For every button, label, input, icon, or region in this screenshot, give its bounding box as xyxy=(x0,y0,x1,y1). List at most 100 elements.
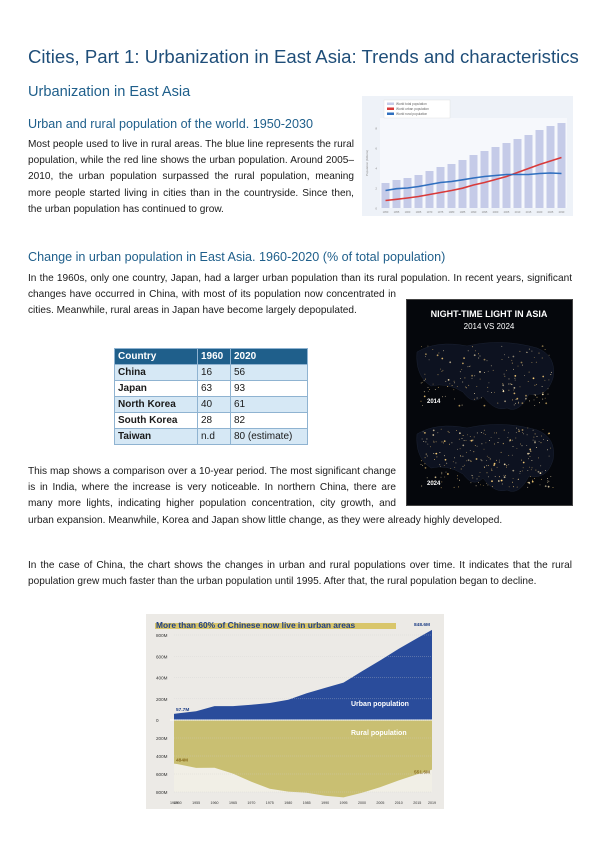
world-total-bar xyxy=(557,123,566,208)
map-light-2014 xyxy=(533,394,535,396)
map-light-2024 xyxy=(441,441,443,443)
map-light-2014 xyxy=(449,361,452,364)
map-light-2024 xyxy=(511,454,513,456)
map-light-2024 xyxy=(457,448,459,450)
map-light-2024 xyxy=(441,471,443,473)
map-light-2024 xyxy=(477,482,479,484)
map-light-2024 xyxy=(441,473,443,475)
map-light-2024 xyxy=(496,466,498,468)
map-light-2024 xyxy=(483,448,485,450)
map-light-2024 xyxy=(426,455,428,457)
map-light-2014 xyxy=(427,345,429,347)
china-population-chart: More than 60% of Chinese now live in urb… xyxy=(146,614,444,809)
section-heading: Urbanization in East Asia xyxy=(28,84,191,100)
map-light-2024 xyxy=(515,437,517,439)
map-light-2024 xyxy=(484,434,486,436)
world-total-bar xyxy=(458,160,467,208)
map-light-2014 xyxy=(462,381,464,383)
map-light-2014 xyxy=(487,390,489,392)
map-light-2024 xyxy=(526,482,528,483)
world-x-tick-label: 1965 xyxy=(416,210,422,214)
world-x-tick-label: 2010 xyxy=(515,210,521,214)
world-x-tick-label: 2020 xyxy=(537,210,543,214)
map-light-2024 xyxy=(459,479,461,481)
map-light-2024 xyxy=(527,452,529,455)
map-light-2014 xyxy=(423,395,426,398)
china-x-tick-label: 1960 xyxy=(211,801,219,805)
world-y-tick-label: 8 xyxy=(375,127,377,131)
map-light-2024 xyxy=(420,460,422,462)
map-light-2024 xyxy=(498,438,500,440)
map-light-2024 xyxy=(466,451,467,453)
map-light-2014 xyxy=(534,394,536,396)
map-light-2024 xyxy=(451,442,453,444)
map-light-2024 xyxy=(480,432,482,434)
map-light-2024 xyxy=(481,443,483,445)
map-light-2024 xyxy=(542,429,544,430)
map-light-2024 xyxy=(490,436,492,438)
map-light-2024 xyxy=(539,472,542,474)
map-light-2024 xyxy=(521,459,523,461)
map-light-2024 xyxy=(469,435,471,437)
map-light-2024 xyxy=(538,440,540,442)
world-x-tick-label: 2025 xyxy=(548,210,554,214)
map-light-2024 xyxy=(488,456,490,458)
map-light-2024 xyxy=(435,452,438,455)
table-cell: 56 xyxy=(230,364,308,381)
map-light-2024 xyxy=(475,458,478,460)
map-light-2014 xyxy=(515,398,517,400)
world-x-tick-label: 2005 xyxy=(504,210,510,214)
map-light-2014 xyxy=(438,352,440,354)
map-light-2014 xyxy=(437,386,439,388)
map-light-2024 xyxy=(462,455,464,457)
china-annotation: 57.7M xyxy=(176,707,189,713)
map-light-2024 xyxy=(483,429,485,431)
map-light-2024 xyxy=(470,482,472,484)
map-light-2014 xyxy=(501,359,503,360)
map-light-2014 xyxy=(473,354,476,357)
world-total-bar xyxy=(513,139,522,208)
world-y-tick-label: 4 xyxy=(375,167,377,171)
map-light-2024 xyxy=(476,432,478,434)
map-light-2014 xyxy=(442,396,443,398)
world-population-chart: 0 2 4 6 8 1950 1955 1960 1965 1970 1975 1980 1985 199… xyxy=(362,96,573,216)
map-light-2014 xyxy=(447,379,450,381)
map-light-2024 xyxy=(478,475,480,477)
map-light-2014 xyxy=(434,389,436,390)
china-x-tick-label: 1955 xyxy=(192,801,200,805)
paragraph-east-asia-3: In the case of China, the chart shows th… xyxy=(28,560,572,588)
map-light-2024 xyxy=(481,460,483,462)
world-x-tick-label: 1970 xyxy=(427,210,433,214)
china-annotation: 848.6M xyxy=(414,622,430,628)
map-light-2024 xyxy=(443,440,446,442)
map-light-2024 xyxy=(479,472,481,474)
world-total-bar xyxy=(436,167,445,208)
table-row: China 16 56 xyxy=(114,364,308,381)
world-x-tick-label: 1985 xyxy=(460,210,466,214)
night-light-map-svg: NIGHT-TIME LIGHT IN ASIA 2014 VS 2024 20… xyxy=(416,309,554,492)
map-light-2024 xyxy=(498,461,500,463)
map-light-2024 xyxy=(454,457,455,459)
map-light-2024 xyxy=(516,427,518,429)
map-light-2024 xyxy=(485,442,487,444)
map-light-2024 xyxy=(494,475,496,477)
map-light-2024 xyxy=(424,432,426,434)
map-light-2014 xyxy=(454,382,456,384)
china-y-tick-label: 200M xyxy=(156,736,168,741)
map-light-2024 xyxy=(463,439,465,441)
map-light-2014 xyxy=(511,359,513,361)
map-light-2024 xyxy=(455,462,457,464)
map-light-2024 xyxy=(542,439,544,440)
map-light-2014 xyxy=(432,383,434,385)
map-light-2024 xyxy=(493,464,495,467)
map-light-2024 xyxy=(529,466,531,468)
urbanization-table: Country 1960 2020 China 16 56 Japan 63 9… xyxy=(114,348,308,445)
table-cell: 93 xyxy=(230,380,308,397)
world-total-bar xyxy=(414,175,423,208)
china-x-tick-label: 2010 xyxy=(395,801,403,805)
map-light-2014 xyxy=(536,396,538,398)
china-y-tick-label: 600M xyxy=(156,654,168,659)
map-light-2024 xyxy=(548,455,550,457)
map-light-2024 xyxy=(505,475,507,477)
paragraph-east-asia-1: In the 1960s, only one country, Japan, h… xyxy=(28,271,572,498)
